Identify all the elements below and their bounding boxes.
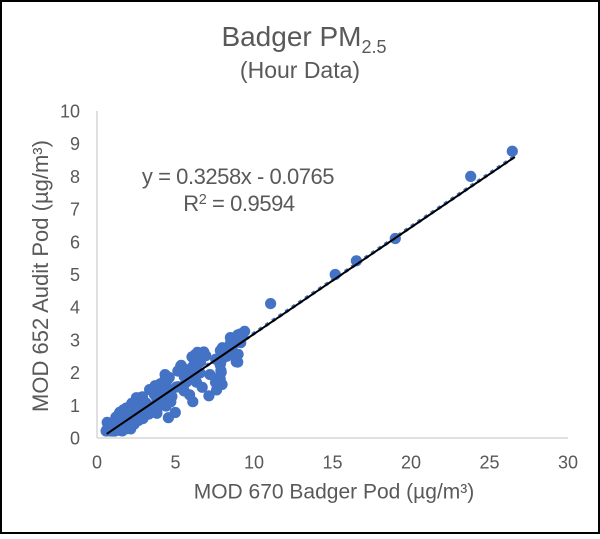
svg-text:5: 5 — [70, 265, 80, 285]
svg-text:15: 15 — [322, 453, 342, 473]
svg-text:10: 10 — [244, 453, 264, 473]
svg-text:20: 20 — [401, 453, 421, 473]
svg-text:8: 8 — [70, 167, 80, 187]
svg-text:0: 0 — [92, 453, 102, 473]
svg-text:6: 6 — [70, 232, 80, 252]
svg-text:MOD 652 Audit Pod (µg/m³): MOD 652 Audit Pod (µg/m³) — [28, 140, 53, 412]
svg-text:3: 3 — [70, 330, 80, 350]
svg-text:5: 5 — [170, 453, 180, 473]
svg-text:10: 10 — [60, 102, 80, 122]
svg-text:30: 30 — [558, 453, 578, 473]
svg-text:9: 9 — [70, 134, 80, 154]
svg-text:4: 4 — [70, 298, 80, 318]
svg-text:25: 25 — [479, 453, 499, 473]
svg-text:MOD 670 Badger Pod (µg/m³): MOD 670 Badger Pod (µg/m³) — [194, 481, 475, 504]
svg-text:Badger PM2.5: Badger PM2.5 — [221, 21, 386, 57]
svg-text:(Hour Data): (Hour Data) — [240, 57, 360, 83]
svg-text:1: 1 — [70, 396, 80, 416]
svg-text:0: 0 — [70, 429, 80, 449]
svg-text:2: 2 — [70, 363, 80, 383]
svg-text:7: 7 — [70, 200, 80, 220]
svg-text:y = 0.3258x - 0.0765: y = 0.3258x - 0.0765 — [142, 164, 334, 189]
